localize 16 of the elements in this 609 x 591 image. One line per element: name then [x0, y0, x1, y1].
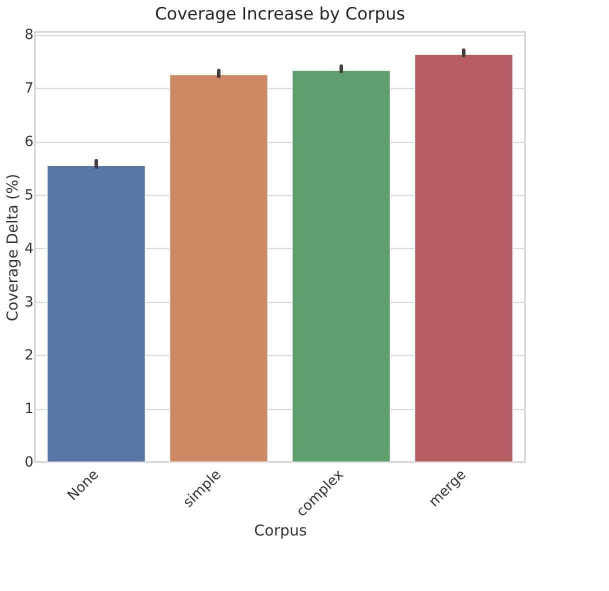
y-tick-label: 0: [24, 454, 34, 470]
y-tick-label: 4: [24, 240, 34, 257]
bar: [292, 70, 391, 462]
y-tick-label: 3: [24, 294, 34, 310]
y-tick-label: 8: [24, 27, 34, 44]
bar: [414, 54, 514, 462]
bar: [46, 165, 146, 462]
y-axis-title: Coverage Delta (%): [4, 174, 22, 322]
y-tick-label: 5: [24, 187, 34, 204]
x-axis-title: Corpus: [254, 521, 308, 540]
chart-title: Coverage Increase by Corpus: [154, 4, 406, 25]
y-tick-label: 7: [24, 80, 34, 97]
bar: [169, 74, 268, 462]
y-tick-label: 6: [24, 134, 34, 150]
y-tick-label: 1: [24, 401, 34, 418]
y-tick-label: 2: [24, 348, 34, 364]
